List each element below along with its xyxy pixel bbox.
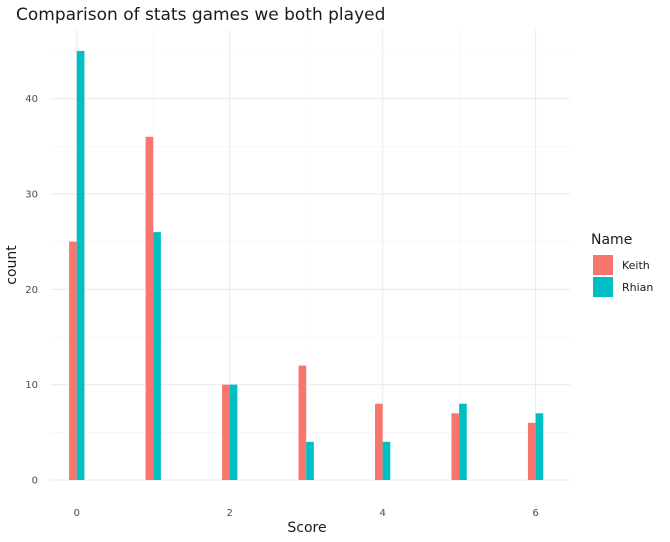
bar-keith-score-0 [69, 241, 77, 480]
bar-keith-score-5 [451, 413, 460, 480]
bar-rhian-score-4 [382, 441, 391, 480]
x-axis-title: Score [287, 520, 326, 536]
bar-rhian-score-3 [306, 441, 314, 480]
bar-rhian-score-2 [229, 384, 238, 480]
legend-key-rhian [593, 277, 613, 297]
x-tick-label: 4 [379, 508, 385, 519]
minor-gridlines [50, 30, 570, 480]
y-tick-label: 40 [25, 94, 38, 105]
y-tick-label: 30 [25, 189, 38, 200]
legend-key-keith [593, 255, 613, 275]
bar-rhian-score-1 [153, 232, 161, 480]
y-tick-label: 10 [25, 380, 38, 391]
bar-rhian-score-0 [76, 50, 85, 480]
bar-keith-score-2 [222, 384, 230, 480]
x-tick-label: 6 [532, 508, 538, 519]
bar-keith-score-4 [375, 403, 383, 480]
bar-keith-score-3 [298, 365, 307, 480]
bar-rhian-score-5 [459, 403, 467, 480]
x-tick-label: 2 [227, 508, 233, 519]
y-tick-label: 0 [32, 476, 38, 487]
bar-keith-score-1 [145, 136, 154, 480]
chart-title: Comparison of stats games we both played [16, 5, 385, 25]
x-tick-label: 0 [74, 508, 80, 519]
x-axis-ticks: 0 2 4 6 [74, 508, 539, 519]
legend-label-keith: Keith [622, 259, 650, 272]
y-axis-ticks: 0 10 20 30 40 [25, 94, 38, 486]
y-tick-label: 20 [25, 285, 38, 296]
bar-keith-score-6 [527, 422, 536, 480]
bar-rhian-score-6 [535, 413, 544, 480]
major-gridlines [50, 30, 570, 481]
bars [69, 50, 544, 480]
y-axis-title: count [4, 245, 20, 285]
legend-title: Name [591, 232, 632, 248]
legend-label-rhian: Rhian [622, 281, 653, 294]
legend: Name Keith Rhian [591, 232, 653, 297]
